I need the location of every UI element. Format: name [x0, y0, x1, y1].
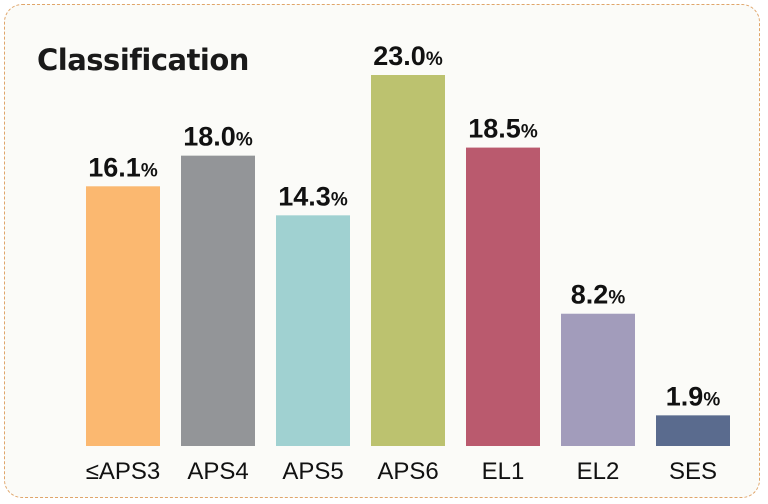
category-label-6: SES	[669, 458, 717, 485]
category-label-5: EL2	[577, 458, 620, 485]
category-label-2: APS5	[282, 458, 343, 485]
data-label-0: 16.1%	[88, 152, 158, 182]
bar-0	[86, 186, 160, 447]
category-label-3: APS6	[377, 458, 438, 485]
bar-3	[371, 75, 445, 446]
bar-1	[181, 155, 255, 447]
category-label-4: EL1	[482, 458, 525, 485]
bar-5	[561, 313, 635, 446]
data-label-4: 18.5%	[468, 114, 538, 144]
bar-2	[276, 215, 350, 446]
data-label-5: 8.2%	[571, 280, 626, 310]
data-label-3: 23.0%	[373, 41, 443, 71]
chart-title: Classification	[37, 43, 249, 77]
category-label-0: ≤APS3	[86, 458, 161, 485]
data-label-2: 14.3%	[278, 181, 348, 211]
bar-6	[656, 415, 730, 446]
data-label-6: 1.9%	[666, 381, 721, 411]
data-label-1: 18.0%	[183, 122, 253, 152]
category-label-1: APS4	[187, 458, 248, 485]
bar-4	[466, 147, 540, 446]
